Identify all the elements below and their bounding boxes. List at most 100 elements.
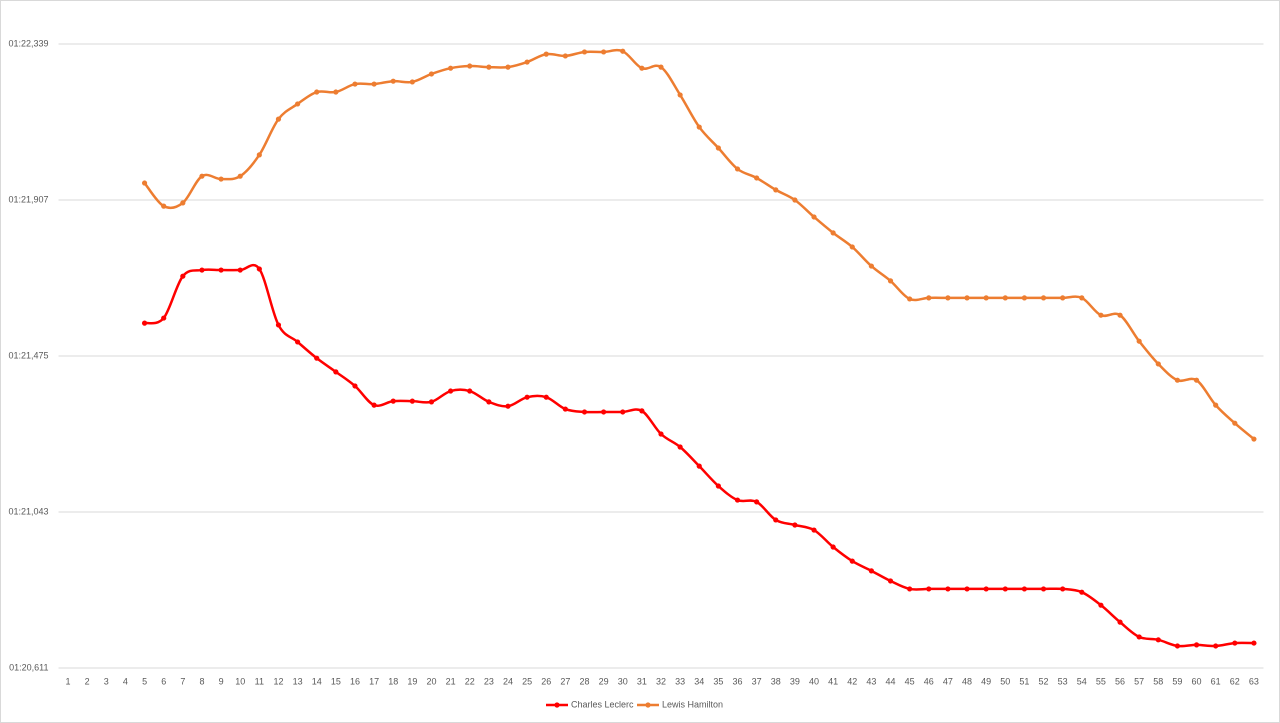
- x-tick-label: 24: [503, 676, 513, 686]
- data-point: [294, 101, 301, 107]
- data-point: [180, 200, 186, 206]
- legend-marker: [645, 702, 651, 708]
- x-tick-label: 16: [350, 676, 360, 686]
- data-point: [677, 444, 683, 450]
- data-point: [199, 173, 205, 179]
- data-point: [1174, 643, 1181, 649]
- data-point: [524, 394, 530, 400]
- data-point: [543, 394, 549, 400]
- data-point: [868, 568, 874, 574]
- data-point: [734, 166, 741, 172]
- x-tick-label: 1: [66, 676, 71, 686]
- data-point: [333, 89, 339, 95]
- data-point: [141, 180, 148, 186]
- data-point: [1117, 619, 1123, 625]
- data-point: [1098, 602, 1104, 608]
- data-point: [1174, 377, 1181, 383]
- data-point: [275, 322, 282, 328]
- data-point: [907, 296, 913, 302]
- data-point: [352, 383, 358, 389]
- data-point: [352, 81, 358, 87]
- data-point: [1002, 586, 1008, 592]
- x-tick-label: 61: [1211, 676, 1221, 686]
- data-point: [581, 49, 588, 55]
- x-tick-label: 14: [312, 676, 322, 686]
- x-tick-label: 22: [465, 676, 475, 686]
- x-tick-label: 2: [85, 676, 90, 686]
- x-tick-label: 30: [618, 676, 628, 686]
- data-point: [1136, 634, 1142, 640]
- x-tick-label: 49: [981, 676, 991, 686]
- data-point: [428, 399, 435, 405]
- x-tick-label: 62: [1230, 676, 1240, 686]
- data-point: [409, 79, 415, 85]
- x-tick-label: 31: [637, 676, 647, 686]
- x-tick-label: 9: [219, 676, 224, 686]
- x-tick-label: 57: [1134, 676, 1144, 686]
- data-point: [467, 63, 473, 69]
- data-point: [1232, 640, 1238, 646]
- x-tick-label: 3: [104, 676, 109, 686]
- data-point: [1251, 640, 1257, 646]
- data-point: [696, 124, 702, 130]
- data-point: [1136, 338, 1142, 344]
- data-point: [581, 409, 588, 415]
- x-tick-label: 51: [1019, 676, 1029, 686]
- data-point: [505, 403, 511, 409]
- x-tick-label: 43: [866, 676, 876, 686]
- data-point: [1155, 361, 1161, 367]
- x-tick-label: 58: [1153, 676, 1163, 686]
- data-point: [448, 388, 454, 394]
- data-point: [161, 203, 167, 209]
- data-point: [658, 431, 664, 437]
- data-point: [868, 263, 874, 269]
- data-point: [256, 152, 262, 158]
- x-tick-label: 23: [484, 676, 494, 686]
- data-point: [218, 176, 224, 182]
- x-tick-label: 33: [675, 676, 685, 686]
- data-point: [887, 578, 894, 584]
- data-point: [428, 71, 435, 77]
- x-tick-label: 47: [943, 676, 953, 686]
- data-point: [811, 527, 817, 533]
- data-point: [237, 173, 243, 179]
- data-point: [964, 295, 970, 301]
- x-tick-label: 40: [809, 676, 819, 686]
- data-point: [314, 89, 320, 95]
- x-tick-label: 53: [1058, 676, 1068, 686]
- data-point: [1021, 295, 1028, 301]
- data-point: [945, 295, 951, 301]
- x-tick-label: 34: [694, 676, 704, 686]
- x-tick-label: 12: [273, 676, 283, 686]
- data-point: [1060, 295, 1066, 301]
- y-tick-label: 01:21,907: [8, 194, 48, 204]
- x-tick-label: 21: [446, 676, 456, 686]
- x-tick-label: 50: [1000, 676, 1010, 686]
- x-tick-label: 18: [388, 676, 398, 686]
- data-point: [639, 408, 645, 414]
- x-tick-label: 48: [962, 676, 972, 686]
- data-point: [658, 64, 664, 70]
- data-point: [1251, 436, 1257, 442]
- data-point: [256, 266, 262, 272]
- data-point: [371, 402, 377, 408]
- data-point: [390, 398, 396, 404]
- data-point: [505, 64, 511, 70]
- x-tick-label: 10: [235, 676, 245, 686]
- data-point: [773, 187, 779, 193]
- data-point: [792, 197, 798, 203]
- data-point: [945, 586, 951, 592]
- data-point: [983, 295, 989, 301]
- y-tick-label: 01:20,611: [9, 662, 48, 672]
- x-tick-label: 28: [579, 676, 589, 686]
- data-point: [333, 369, 339, 375]
- data-point: [734, 497, 741, 503]
- data-point: [237, 267, 243, 273]
- x-tick-label: 38: [771, 676, 781, 686]
- x-tick-label: 59: [1172, 676, 1182, 686]
- data-point: [907, 586, 913, 592]
- data-point: [524, 59, 530, 65]
- x-tick-label: 4: [123, 676, 128, 686]
